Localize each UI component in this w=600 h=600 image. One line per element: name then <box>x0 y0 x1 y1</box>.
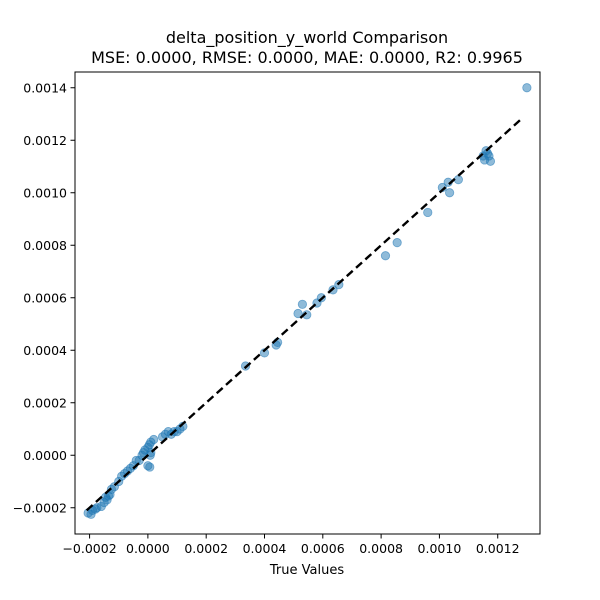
data-point <box>293 308 303 319</box>
axis-ticks: −0.0002 0.0000 0.0002 0.0004 0.0006 0.0008 0.0… <box>13 80 520 556</box>
chart-subtitle: MSE: 0.0000, RMSE: 0.0000, MAE: 0.0000, … <box>91 48 523 67</box>
data-point <box>445 188 455 198</box>
data-point <box>145 462 155 472</box>
x-tick-label: −0.0002 <box>62 541 116 556</box>
y-tick-label: 0.0000 <box>23 448 67 463</box>
data-point <box>485 156 496 166</box>
x-tick-label: 0.0000 <box>126 541 170 556</box>
x-tick-label: 0.0002 <box>184 541 228 556</box>
y-tick-label: −0.0002 <box>13 500 67 515</box>
data-point <box>522 83 532 93</box>
plot-frame <box>74 71 541 535</box>
x-tick-label: 0.0012 <box>476 541 520 556</box>
y-tick-label: 0.0012 <box>23 133 67 148</box>
y-tick-label: 0.0006 <box>23 290 67 305</box>
x-tick-label: 0.0008 <box>359 541 403 556</box>
data-point <box>149 434 159 445</box>
x-tick-label: 0.0010 <box>418 541 462 556</box>
y-tick-label: 0.0010 <box>23 185 67 200</box>
x-axis-label: True Values <box>269 563 344 578</box>
y-tick-label: 0.0014 <box>23 80 67 95</box>
data-point <box>380 251 391 261</box>
data-point <box>297 299 307 309</box>
reference-line <box>85 118 522 512</box>
data-point <box>392 238 402 248</box>
x-tick-label: 0.0004 <box>243 541 287 556</box>
x-tick-label: 0.0006 <box>301 541 345 556</box>
y-tick-label: 0.0002 <box>23 395 67 410</box>
chart-title: delta_position_y_world Comparison <box>166 28 448 48</box>
data-point <box>423 207 433 218</box>
y-tick-label: 0.0004 <box>23 343 67 358</box>
y-tick-label: 0.0008 <box>23 238 67 253</box>
plot-area <box>83 83 532 519</box>
